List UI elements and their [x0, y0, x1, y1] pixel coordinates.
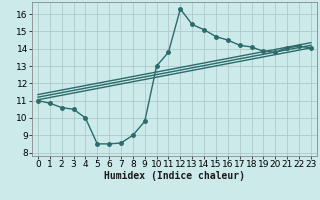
X-axis label: Humidex (Indice chaleur): Humidex (Indice chaleur) [104, 171, 245, 181]
